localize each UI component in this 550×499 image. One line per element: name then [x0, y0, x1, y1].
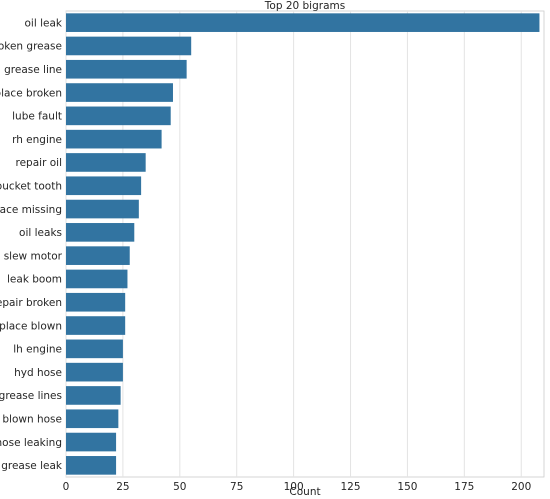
bar [66, 362, 123, 382]
y-tick-label: bucket tooth [0, 180, 62, 192]
y-tick-label: slew motor [4, 250, 63, 262]
x-tick-label: 200 [511, 481, 531, 493]
y-tick-label: grease line [4, 64, 62, 76]
bar [66, 432, 117, 452]
bar [66, 292, 126, 312]
plot-area [65, 10, 545, 478]
bar [66, 223, 135, 242]
bar [66, 456, 117, 475]
bar [66, 246, 130, 265]
x-tick-label: 150 [397, 481, 417, 493]
bar [66, 176, 142, 196]
y-tick-label: leak boom [7, 274, 62, 286]
x-axis-title: Count [289, 486, 320, 498]
bar [66, 339, 123, 359]
x-tick-label: 0 [63, 481, 70, 493]
y-tick-label: hose leaking [0, 437, 62, 449]
x-tick-label: 100 [284, 481, 304, 493]
y-tick-label: grease leak [1, 460, 63, 472]
y-tick-label: replace broken [0, 87, 62, 99]
x-tick-label: 175 [454, 481, 474, 493]
y-tick-label: replace blown [0, 320, 62, 332]
bar [66, 106, 171, 126]
y-tick-label: grease lines [0, 390, 62, 402]
bar [66, 13, 540, 32]
bars [66, 13, 540, 475]
x-tick-label: 75 [230, 481, 243, 493]
chart-title: Top 20 bigrams [264, 0, 345, 12]
bar [66, 36, 192, 56]
bar [66, 409, 119, 429]
y-tick-label: blown hose [2, 413, 62, 425]
x-tick-labels: 0 25 50 75 100 125 150 175 200 [63, 481, 532, 493]
y-tick-label: lh engine [13, 344, 62, 356]
bar [66, 199, 139, 219]
x-tick-label: 125 [341, 481, 361, 493]
y-tick-label: oil leak [25, 17, 63, 29]
bar [66, 386, 121, 405]
y-tick-label: repair oil [16, 157, 62, 169]
x-tick-label: 25 [116, 481, 129, 493]
y-tick-label: hyd hose [14, 367, 62, 379]
bar [66, 269, 128, 289]
y-tick-label: lube fault [12, 111, 62, 123]
y-tick-label: repair broken [0, 297, 62, 309]
bar [66, 153, 146, 172]
x-tick-label: 50 [173, 481, 186, 493]
y-tick-label: rh engine [12, 134, 62, 146]
y-tick-label: broken grease [0, 41, 62, 53]
bar [66, 59, 187, 79]
bar [66, 316, 126, 335]
bar [66, 129, 162, 149]
y-tick-labels: oil leak broken grease grease line replace … [0, 17, 63, 472]
bar [66, 83, 173, 102]
y-tick-label: replace missing [0, 204, 62, 216]
y-tick-label: oil leaks [19, 227, 62, 239]
